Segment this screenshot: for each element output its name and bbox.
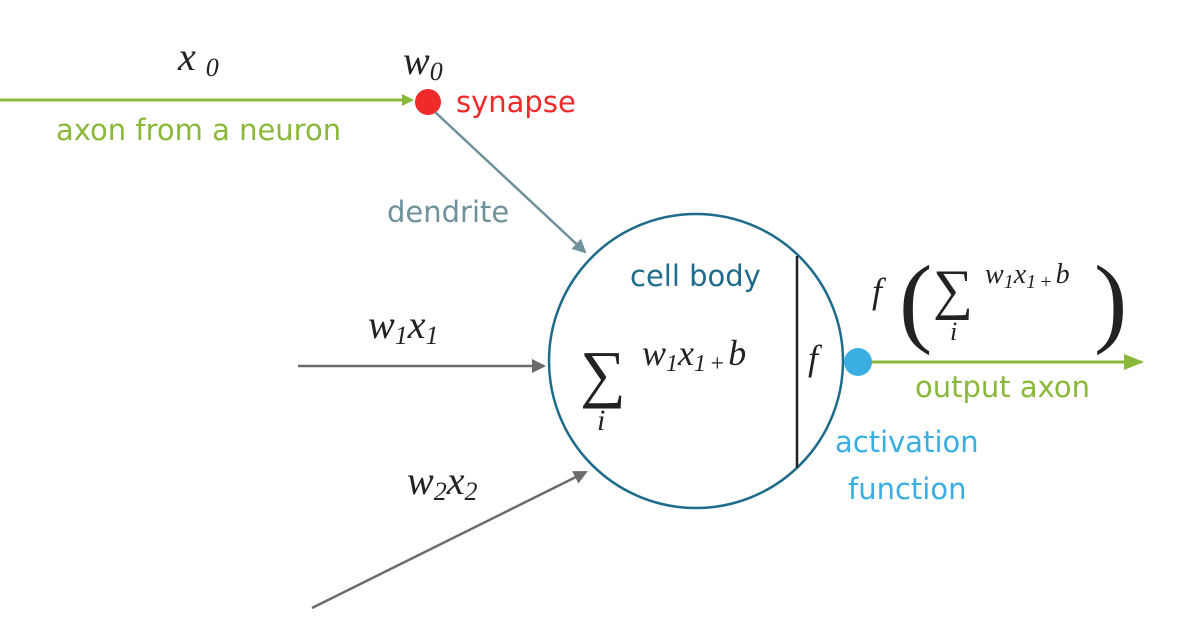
synapse-dot [415, 89, 441, 115]
activation-function-label-line2: function [848, 472, 966, 506]
output-close-paren: ) [1094, 245, 1127, 356]
cell-body-label: cell body [630, 259, 761, 293]
cell-body-circle [547, 212, 845, 510]
axon-from-neuron-label: axon from a neuron [56, 113, 341, 147]
output-axon-label: output axon [915, 370, 1090, 404]
output-open-paren: ( [899, 245, 932, 356]
cell-sum-index: i [597, 404, 605, 437]
input2-w2x2-label: w2x2 [407, 458, 477, 506]
output-sum-sigma: ∑ [933, 259, 973, 321]
activation-function-label-line1: activation [835, 425, 979, 459]
output-sum-index: i [950, 317, 957, 346]
dendrite-label: dendrite [387, 195, 509, 229]
output-f-symbol: f [872, 271, 887, 311]
activation-dot [844, 348, 872, 376]
activation-f-symbol: f [808, 338, 823, 378]
output-sum-expression: w1x1 + b [985, 259, 1070, 293]
input1-w1x1-label: w1x1 [368, 302, 438, 350]
input2-arrow [311, 470, 588, 610]
dendrite-arrow [434, 111, 587, 254]
synapse-label: synapse [456, 85, 576, 119]
cell-sum-expression: w1x1 +b [642, 333, 746, 377]
weight-w0-label: w0 [403, 38, 443, 86]
cell-sum-sigma: ∑ [580, 338, 626, 409]
